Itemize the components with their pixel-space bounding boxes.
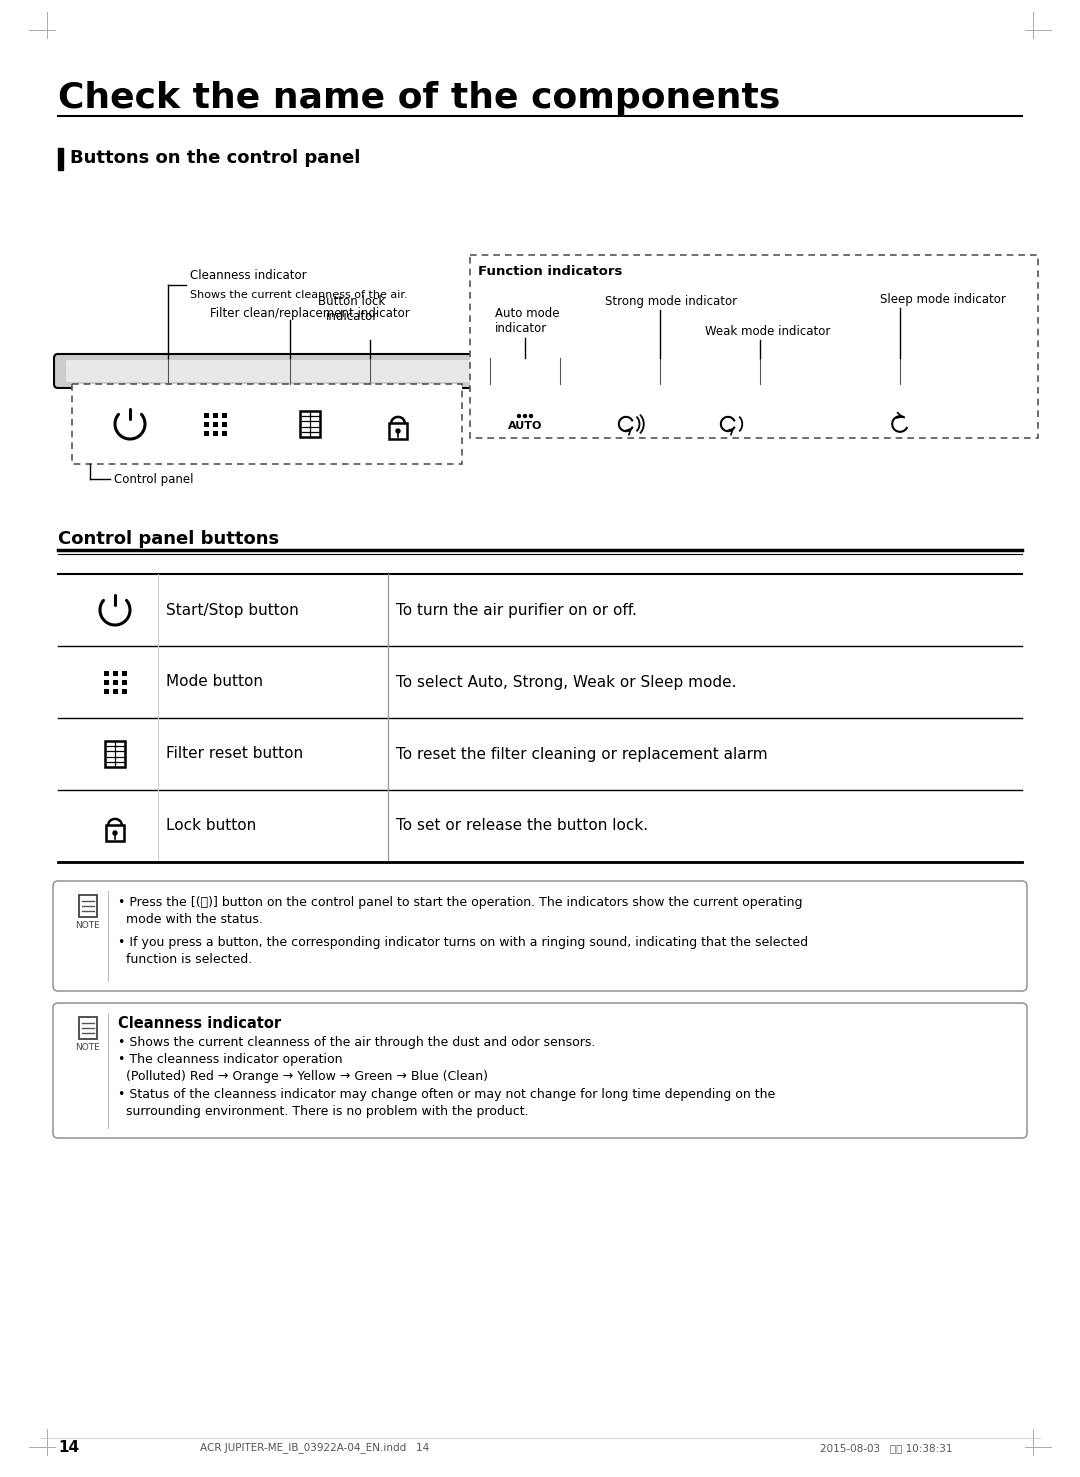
FancyBboxPatch shape	[66, 360, 1012, 383]
Bar	[389, 422, 407, 439]
Circle shape	[529, 415, 532, 418]
Bar	[221, 430, 227, 436]
Bar	[213, 430, 217, 436]
Bar	[106, 826, 124, 840]
Bar	[104, 671, 108, 675]
Text: mode with the status.: mode with the status.	[126, 913, 262, 926]
Text: AUTO: AUTO	[508, 421, 542, 431]
Text: Weak mode indicator: Weak mode indicator	[705, 325, 831, 338]
FancyBboxPatch shape	[53, 880, 1027, 991]
Bar	[112, 679, 118, 684]
Text: • Shows the current cleanness of the air through the dust and odor sensors.: • Shows the current cleanness of the air…	[118, 1035, 595, 1049]
Bar	[213, 421, 217, 427]
Text: function is selected.: function is selected.	[126, 953, 253, 966]
Bar	[221, 412, 227, 418]
Text: indicator: indicator	[495, 322, 548, 335]
Text: Lock button: Lock button	[166, 818, 256, 833]
Bar	[221, 421, 227, 427]
Bar	[58, 148, 63, 170]
Bar	[203, 421, 208, 427]
Text: To select Auto, Strong, Weak or Sleep mode.: To select Auto, Strong, Weak or Sleep mo…	[396, 675, 737, 690]
Text: NOTE: NOTE	[76, 922, 100, 931]
Text: To reset the filter cleaning or replacement alarm: To reset the filter cleaning or replacem…	[396, 746, 768, 762]
Text: Function indicators: Function indicators	[478, 264, 622, 278]
Bar	[79, 1018, 97, 1038]
Text: (Polluted) Red → Orange → Yellow → Green → Blue (Clean): (Polluted) Red → Orange → Yellow → Green…	[126, 1069, 488, 1083]
Text: Control panel buttons: Control panel buttons	[58, 530, 279, 548]
Text: • The cleanness indicator operation: • The cleanness indicator operation	[118, 1053, 342, 1066]
Text: ACR JUPITER-ME_IB_03922A-04_EN.indd   14: ACR JUPITER-ME_IB_03922A-04_EN.indd 14	[200, 1443, 429, 1453]
Circle shape	[113, 832, 117, 835]
Bar	[203, 412, 208, 418]
Bar	[203, 430, 208, 436]
Bar	[300, 411, 320, 437]
Bar	[112, 688, 118, 694]
Text: Button lock: Button lock	[319, 295, 386, 309]
Text: • Status of the cleanness indicator may change often or may not change for long : • Status of the cleanness indicator may …	[118, 1089, 775, 1100]
Text: • If you press a button, the corresponding indicator turns on with a ringing sou: • If you press a button, the correspondi…	[118, 936, 808, 950]
Text: Filter reset button: Filter reset button	[166, 746, 303, 762]
FancyBboxPatch shape	[53, 1003, 1027, 1137]
Circle shape	[396, 428, 400, 433]
Text: Filter clean/replacement indicator: Filter clean/replacement indicator	[210, 307, 409, 321]
Text: • Press the [(⏻)] button on the control panel to start the operation. The indica: • Press the [(⏻)] button on the control …	[118, 897, 802, 908]
Text: Auto mode: Auto mode	[495, 307, 559, 321]
Text: Sleep mode indicator: Sleep mode indicator	[880, 292, 1005, 306]
Text: To set or release the button lock.: To set or release the button lock.	[396, 818, 648, 833]
Bar	[105, 741, 125, 767]
FancyBboxPatch shape	[54, 354, 1024, 388]
Circle shape	[524, 415, 527, 418]
Text: Cleanness indicator: Cleanness indicator	[118, 1016, 281, 1031]
Text: Shows the current cleanness of the air.: Shows the current cleanness of the air.	[190, 289, 407, 300]
Text: surrounding environment. There is no problem with the product.: surrounding environment. There is no pro…	[126, 1105, 528, 1118]
Text: To turn the air purifier on or off.: To turn the air purifier on or off.	[396, 603, 637, 617]
Text: Control panel: Control panel	[114, 473, 193, 486]
Bar	[121, 688, 126, 694]
Text: Mode button: Mode button	[166, 675, 264, 690]
Bar	[470, 256, 1038, 439]
Bar	[72, 384, 462, 464]
Bar	[104, 688, 108, 694]
Bar	[213, 412, 217, 418]
Text: indicator: indicator	[326, 310, 378, 323]
Bar	[121, 679, 126, 684]
Text: 2015-08-03   오전 10:38:31: 2015-08-03 오전 10:38:31	[820, 1443, 953, 1453]
Text: Cleanness indicator: Cleanness indicator	[190, 269, 307, 282]
Bar	[104, 679, 108, 684]
Text: Strong mode indicator: Strong mode indicator	[605, 295, 738, 309]
Circle shape	[517, 415, 521, 418]
Text: 14: 14	[58, 1440, 79, 1455]
Text: Start/Stop button: Start/Stop button	[166, 603, 299, 617]
Text: NOTE: NOTE	[76, 1043, 100, 1052]
Bar	[121, 671, 126, 675]
Text: Buttons on the control panel: Buttons on the control panel	[70, 149, 361, 167]
Bar	[79, 895, 97, 917]
Bar	[112, 671, 118, 675]
Text: Check the name of the components: Check the name of the components	[58, 81, 781, 115]
